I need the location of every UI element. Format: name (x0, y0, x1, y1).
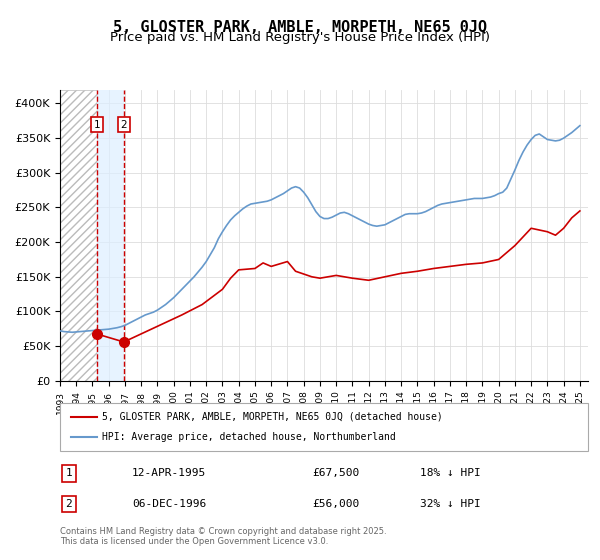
Text: 12-APR-1995: 12-APR-1995 (132, 468, 206, 478)
Text: 5, GLOSTER PARK, AMBLE, MORPETH, NE65 0JQ (detached house): 5, GLOSTER PARK, AMBLE, MORPETH, NE65 0J… (102, 412, 443, 422)
Text: Contains HM Land Registry data © Crown copyright and database right 2025.
This d: Contains HM Land Registry data © Crown c… (60, 526, 386, 546)
Text: 5, GLOSTER PARK, AMBLE, MORPETH, NE65 0JQ: 5, GLOSTER PARK, AMBLE, MORPETH, NE65 0J… (113, 20, 487, 35)
Text: £56,000: £56,000 (312, 499, 359, 509)
Text: £67,500: £67,500 (312, 468, 359, 478)
Text: Price paid vs. HM Land Registry's House Price Index (HPI): Price paid vs. HM Land Registry's House … (110, 31, 490, 44)
Text: 18% ↓ HPI: 18% ↓ HPI (420, 468, 481, 478)
Bar (97, 90, 124, 381)
Text: 1: 1 (94, 119, 100, 129)
Text: 06-DEC-1996: 06-DEC-1996 (132, 499, 206, 509)
Text: 2: 2 (65, 499, 73, 509)
Bar (60, 90, 97, 381)
Text: 2: 2 (121, 119, 127, 129)
Text: 32% ↓ HPI: 32% ↓ HPI (420, 499, 481, 509)
Text: HPI: Average price, detached house, Northumberland: HPI: Average price, detached house, Nort… (102, 432, 396, 442)
Text: 1: 1 (65, 468, 73, 478)
FancyBboxPatch shape (60, 403, 588, 451)
